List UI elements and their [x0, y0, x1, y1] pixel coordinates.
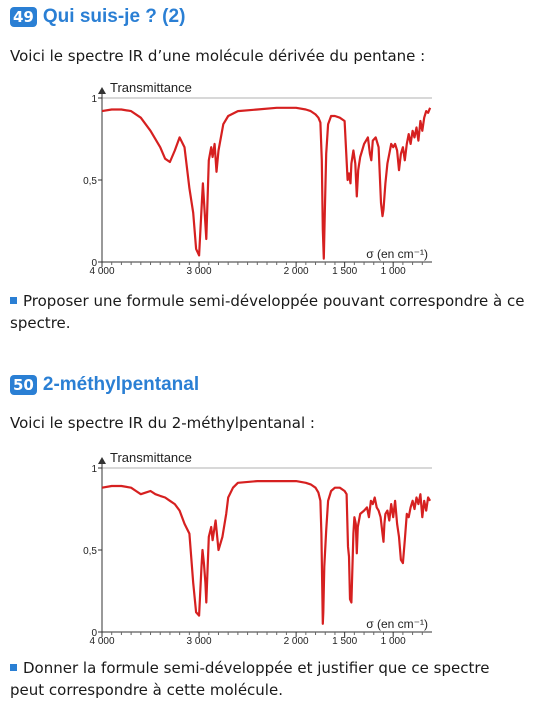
x-tick-label: 4 000	[89, 636, 114, 646]
x-tick-label: 1 000	[381, 266, 406, 276]
y-tick-label: 0,5	[83, 176, 97, 187]
exercise-title: 2-méthylpentanal	[42, 374, 200, 395]
spectrum-line	[101, 106, 432, 260]
y-tick-label: 0	[91, 258, 97, 269]
ir-spectrum-chart-1: Transmittance 0 0,5 1 4 000 3 000 2 000 1 500 1 …	[80, 76, 450, 280]
y-axis-arrow-icon	[98, 87, 106, 94]
y-axis-arrow-icon	[98, 457, 106, 464]
ir-spectrum-chart-2: Transmittance 0 0,5 1 4 000 3 000 2 000 1 500 1 …	[80, 446, 450, 650]
y-tick-label: 1	[91, 464, 97, 475]
exercise-intro: Voici le spectre IR du 2-méthylpentanal …	[10, 414, 315, 432]
x-tick-label: 2 000	[284, 636, 309, 646]
x-tick-label: 1 500	[332, 266, 357, 276]
y-axis-label: Transmittance	[110, 80, 192, 95]
x-tick-label: 3 000	[187, 636, 212, 646]
question-text: Donner la formule semi-développée et jus…	[10, 659, 490, 699]
spectrum-line	[101, 479, 432, 625]
exercise-title: Qui suis-je ? (2)	[42, 6, 186, 27]
x-tick-label: 1 000	[381, 636, 406, 646]
bullet-icon	[10, 664, 17, 671]
y-tick-label: 0,5	[83, 546, 97, 557]
x-tick-label: 1 500	[332, 636, 357, 646]
ir-spectrum-svg: Transmittance 0 0,5 1 4 000 3 000 2 000 1 500 1 …	[83, 80, 432, 277]
exercise-49-header: 49 Qui suis-je ? (2)	[10, 6, 185, 28]
ir-spectrum-svg: Transmittance 0 0,5 1 4 000 3 000 2 000 1 500 1 …	[83, 450, 432, 647]
x-axis-label: σ (en cm⁻¹)	[366, 617, 428, 631]
y-tick-label: 0	[91, 628, 97, 639]
x-tick-label: 3 000	[187, 266, 212, 276]
question-text: Proposer une formule semi-développée pou…	[10, 292, 525, 332]
y-axis-label: Transmittance	[110, 450, 192, 465]
x-tick-label: 4 000	[89, 266, 114, 276]
exercise-intro: Voici le spectre IR d’une molécule dériv…	[10, 47, 426, 65]
exercise-number-badge: 50	[10, 375, 37, 395]
y-tick-label: 1	[91, 94, 97, 105]
bullet-icon	[10, 297, 17, 304]
exercise-50-header: 50 2-méthylpentanal	[10, 374, 199, 396]
x-tick-label: 2 000	[284, 266, 309, 276]
exercise-number-badge: 49	[10, 7, 37, 27]
x-axis-label: σ (en cm⁻¹)	[366, 247, 428, 261]
exercise-question: Proposer une formule semi-développée pou…	[10, 290, 525, 334]
exercise-question: Donner la formule semi-développée et jus…	[10, 657, 525, 701]
